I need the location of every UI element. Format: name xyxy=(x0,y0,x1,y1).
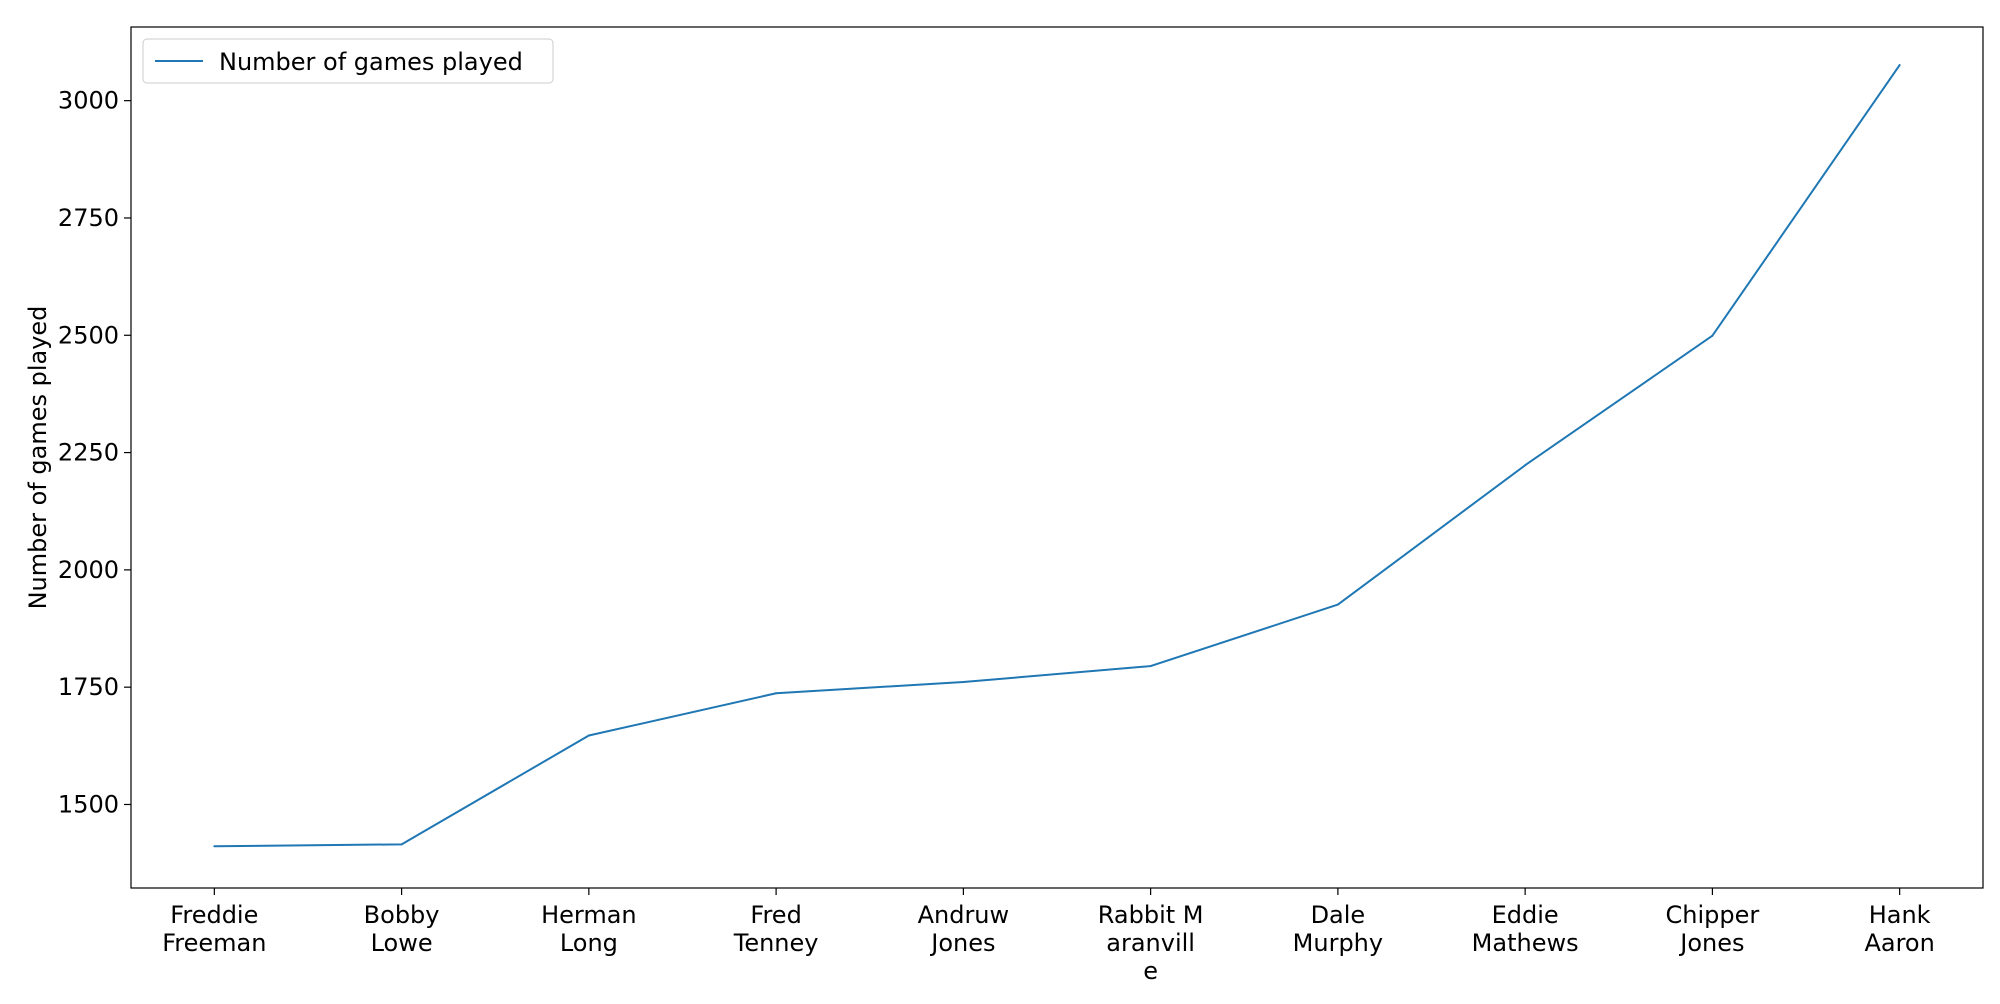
x-tick-label-line: Jones xyxy=(929,929,995,957)
x-tick-label-line: Rabbit M xyxy=(1098,901,1204,929)
data-point xyxy=(962,681,965,684)
y-axis-label: Number of games played xyxy=(24,306,52,610)
x-tick-label: Herman Long xyxy=(541,901,637,957)
data-point xyxy=(213,845,216,848)
x-tick-label-line: Freeman xyxy=(162,929,266,957)
data-point xyxy=(775,692,778,695)
x-tick-label-line: aranvill xyxy=(1106,929,1195,957)
x-tick-label-line: Chipper xyxy=(1666,901,1760,929)
x-tick-label-line: Herman xyxy=(541,901,637,929)
data-point xyxy=(1336,603,1339,606)
data-point xyxy=(400,843,403,846)
data-point xyxy=(1711,334,1714,337)
x-tick-label: Freddie Freeman xyxy=(162,901,266,957)
y-tick-label: 1500 xyxy=(58,790,119,818)
x-tick-label-line: Aaron xyxy=(1864,929,1934,957)
x-tick-label-line: Long xyxy=(560,929,618,957)
x-tick-label: Dale Murphy xyxy=(1293,901,1383,957)
series-line-0 xyxy=(214,64,1901,848)
x-tick-label-line: Bobby xyxy=(364,901,440,929)
data-point xyxy=(1524,464,1527,467)
y-tick-label: 2750 xyxy=(58,204,119,232)
y-tick-label: 2250 xyxy=(58,439,119,467)
y-tick-label: 2500 xyxy=(58,321,119,349)
x-tick-label: Bobby Lowe xyxy=(364,901,440,957)
y-tick-label: 3000 xyxy=(58,87,119,115)
x-tick-label-line: Mathews xyxy=(1472,929,1579,957)
x-tick-label-line: Hank xyxy=(1869,901,1931,929)
x-tick-label: Eddie Mathews xyxy=(1472,901,1579,957)
y-tick-label: 2000 xyxy=(58,556,119,584)
x-tick-label-line: e xyxy=(1143,957,1158,985)
x-tick-label: Hank Aaron xyxy=(1864,901,1934,957)
y-tick-label: 1750 xyxy=(58,673,119,701)
x-tick-label-line: Tenney xyxy=(733,929,819,957)
x-tick-label-line: Lowe xyxy=(371,929,433,957)
x-tick-label-line: Eddie xyxy=(1492,901,1559,929)
x-tick-label: Chipper Jones xyxy=(1666,901,1760,957)
plot-frame xyxy=(130,26,1984,889)
x-tick-label-line: Fred xyxy=(750,901,801,929)
data-point xyxy=(1149,665,1152,668)
x-tick-label-line: Murphy xyxy=(1293,929,1383,957)
x-tick-label-line: Jones xyxy=(1678,929,1744,957)
x-tick-label-line: Andruw xyxy=(918,901,1010,929)
x-tick-label: Andruw Jones xyxy=(918,901,1010,957)
legend-box xyxy=(142,38,554,84)
x-tick-label-line: Freddie xyxy=(170,901,258,929)
data-point xyxy=(1898,64,1901,67)
legend-label: Number of games played xyxy=(219,48,523,76)
x-tick-label-line: Dale xyxy=(1311,901,1366,929)
data-point xyxy=(587,734,590,737)
x-tick-label: Fred Tenney xyxy=(733,901,819,957)
